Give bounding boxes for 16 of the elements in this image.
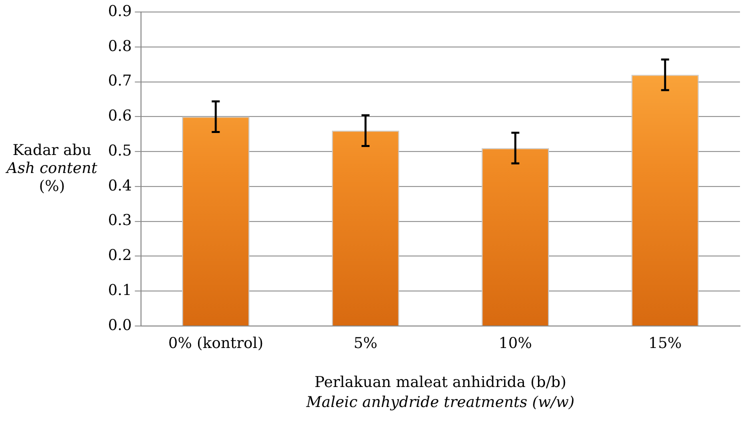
x-tick-label: 0% (kontrol) <box>168 334 264 352</box>
x-tick-label: 5% <box>354 334 378 352</box>
y-tick-label: 0.0 <box>108 316 132 334</box>
y-tick-label: 0.8 <box>108 36 132 55</box>
y-tick-label: 0.7 <box>108 72 132 90</box>
y-tick-label: 0.4 <box>108 176 132 194</box>
y-tick-label: 0.6 <box>108 106 132 125</box>
y-tick-label: 0.3 <box>108 211 132 230</box>
x-tick-label: 10% <box>498 334 532 352</box>
y-tick-label: 0.1 <box>108 281 132 299</box>
y-tick-label: 0.5 <box>108 141 132 160</box>
x-tick-label: 15% <box>648 334 682 352</box>
y-tick-label: 0.9 <box>108 2 132 20</box>
y-axis-title: Kadar abu Ash content (%) <box>4 140 98 195</box>
x-axis-title: Perlakuan maleat anhidrida (b/b) Maleic anhydride treatments (w/w) <box>305 372 575 411</box>
y-tick-label: 0.2 <box>108 246 132 264</box>
